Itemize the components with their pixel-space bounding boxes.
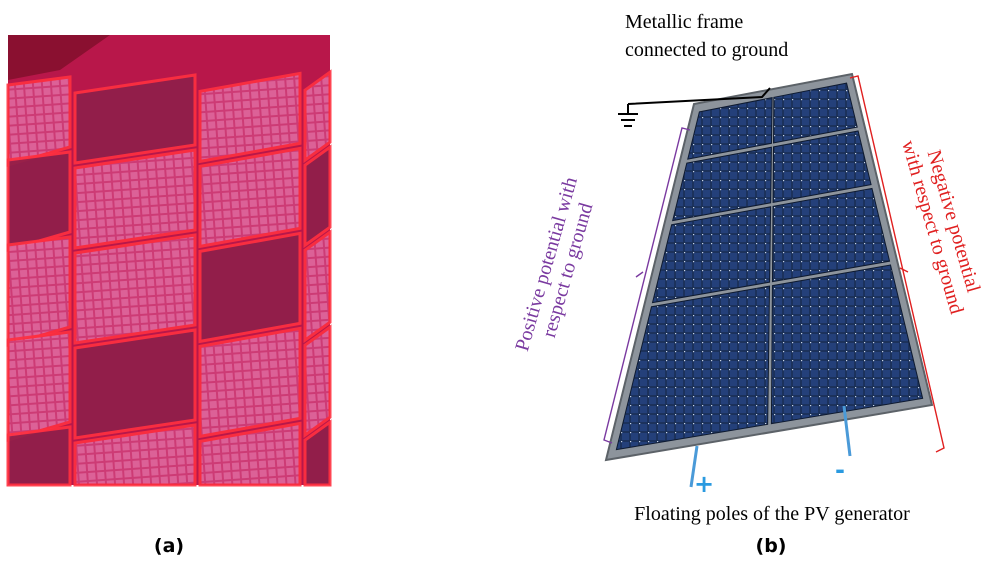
positive-bracket [603, 127, 691, 444]
pv-module [687, 97, 773, 160]
photo-module [6, 235, 72, 347]
photo-panels [6, 69, 332, 487]
photo-module [6, 150, 72, 252]
photo-module [303, 419, 332, 487]
pv-module [770, 264, 924, 425]
poles-label: Floating poles of the PV generator [634, 503, 910, 525]
caption: (a) [154, 535, 184, 557]
pv-module [671, 146, 772, 222]
negative-pole [842, 405, 852, 457]
pv-module [773, 82, 858, 144]
photo-module [6, 75, 72, 167]
pv-module [651, 206, 772, 304]
photo-module [198, 326, 302, 439]
positive-label: Positive potential with respect to groun… [511, 175, 597, 354]
foliage [8, 35, 110, 80]
caption: (b) [756, 535, 787, 557]
photo-module [73, 233, 197, 345]
pv-module [771, 187, 891, 283]
photo-module [73, 328, 197, 440]
pv-diagram [603, 72, 945, 488]
photo-module [198, 231, 302, 344]
frame-label: Metallic frame [625, 11, 743, 33]
photo-module [303, 144, 332, 249]
photo-module [6, 330, 72, 442]
ground-wire [627, 87, 771, 105]
pv-module [772, 130, 872, 203]
photo-module [6, 425, 72, 487]
plus-sign: + [694, 470, 714, 498]
photo-module [198, 421, 302, 487]
negative-label: Negative potential with respect to groun… [897, 138, 984, 317]
positive-pole [689, 445, 699, 488]
pv-module [615, 285, 771, 451]
negative-bracket [849, 75, 945, 453]
photo-module [303, 229, 332, 344]
photo [6, 35, 332, 487]
photo-module [73, 73, 197, 165]
photo-module [73, 148, 197, 250]
panel-cells [615, 82, 924, 451]
photo-module [73, 423, 197, 487]
minus-sign: - [835, 456, 845, 484]
photo-module [303, 324, 332, 439]
photo-module [198, 146, 302, 249]
photo-module [198, 71, 302, 164]
frame-label: connected to ground [625, 39, 788, 61]
photo-module [303, 69, 332, 164]
